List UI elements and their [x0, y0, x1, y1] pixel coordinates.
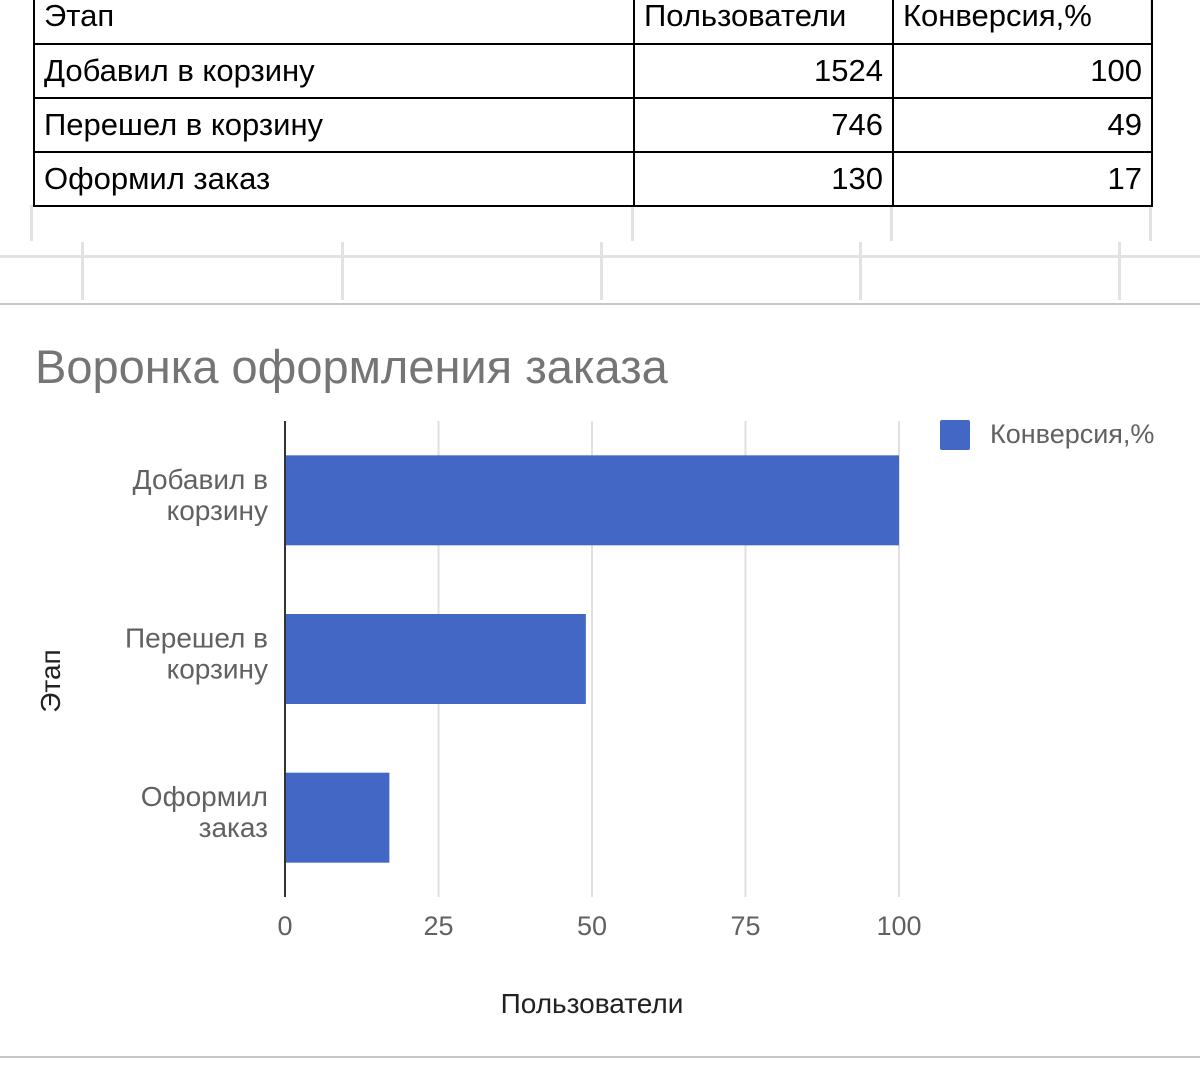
category-label-line: Оформил [141, 781, 268, 812]
table-cell[interactable]: 49 [892, 97, 1153, 153]
x-tick-label: 75 [730, 911, 760, 941]
x-tick-label: 0 [277, 911, 292, 941]
sheet-gridline [30, 205, 33, 241]
category-label: Добавил в корзину [133, 464, 268, 526]
bar[interactable] [285, 455, 899, 546]
sheet-gridline [1118, 242, 1121, 300]
table-cell[interactable]: 17 [892, 151, 1153, 207]
bar[interactable] [285, 614, 586, 704]
x-tick-label: 100 [876, 911, 921, 941]
category-label: Оформил заказ [141, 781, 268, 843]
bar[interactable] [285, 772, 390, 863]
spreadsheet-area: Этап Пользователи Конверсия,% Добавил в … [0, 0, 1200, 305]
table-cell[interactable]: Добавил в корзину [33, 43, 635, 99]
category-label-line: заказ [199, 812, 268, 843]
x-tick-label: 50 [577, 911, 607, 941]
category-label-line: корзину [167, 495, 268, 526]
legend-label[interactable]: Конверсия,% [990, 419, 1154, 449]
sheet-gridline [81, 242, 84, 300]
x-tick-label: 25 [423, 911, 453, 941]
y-axis-label: Этап [35, 649, 66, 712]
category-label-line: корзину [167, 654, 268, 685]
table-row: Перешел в корзину 746 49 [33, 97, 1153, 153]
x-axis-label: Пользователи [501, 988, 684, 1019]
sheet-gridline [859, 242, 862, 300]
sheet-gridline [890, 205, 893, 241]
table-cell[interactable]: Перешел в корзину [33, 97, 635, 153]
category-label-line: Перешел в [125, 623, 268, 654]
x-tick-labels: 0 25 50 75 100 [277, 911, 921, 941]
table-cell[interactable]: Оформил заказ [33, 151, 635, 207]
table-cell[interactable]: 100 [892, 43, 1153, 99]
table-header-cell[interactable]: Конверсия,% [892, 0, 1153, 45]
category-label: Перешел в корзину [125, 623, 268, 685]
bars [285, 455, 899, 863]
table-header-cell[interactable]: Пользователи [633, 0, 894, 45]
table-cell[interactable]: 1524 [633, 43, 894, 99]
table-row: Оформил заказ 130 17 [33, 151, 1153, 207]
chart-title: Воронка оформления заказа [35, 340, 669, 393]
table-cell[interactable]: 130 [633, 151, 894, 207]
table-header-cell[interactable]: Этап [33, 0, 635, 45]
sheet-gridline [1149, 205, 1152, 241]
table-header-row: Этап Пользователи Конверсия,% [33, 0, 1153, 45]
sheet-gridline [631, 205, 634, 241]
table-row: Добавил в корзину 1524 100 [33, 43, 1153, 99]
chart-container[interactable]: Воронка оформления заказа Добавил в корзи… [0, 303, 1200, 1066]
legend-swatch[interactable] [940, 420, 970, 450]
sheet-gridline [341, 242, 344, 300]
category-label-line: Добавил в [133, 464, 268, 495]
sheet-gridline [600, 242, 603, 300]
data-table: Этап Пользователи Конверсия,% Добавил в … [33, 0, 1153, 207]
table-cell[interactable]: 746 [633, 97, 894, 153]
bar-chart: Воронка оформления заказа Добавил в корзи… [0, 303, 1200, 1058]
